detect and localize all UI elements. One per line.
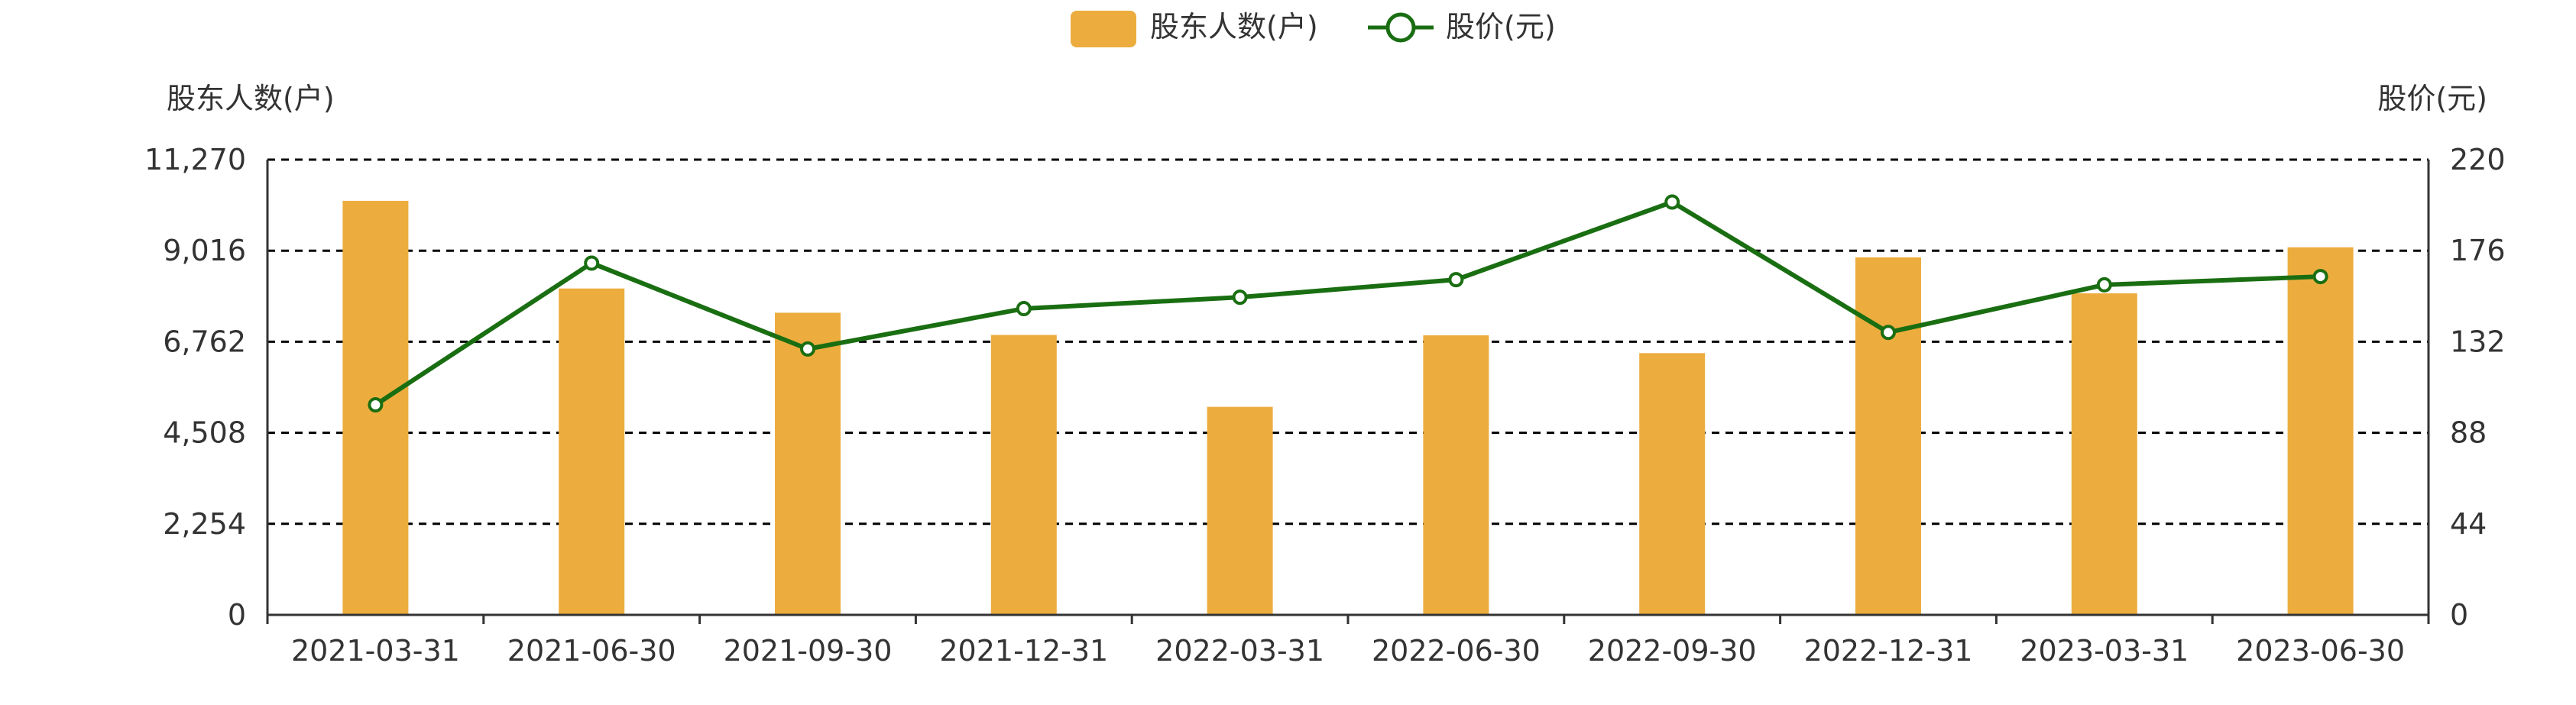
y-right-tick-label: 0 bbox=[2450, 598, 2468, 632]
x-tick-label: 2022-06-30 bbox=[1372, 634, 1541, 668]
legend-bar-swatch bbox=[1071, 11, 1136, 47]
price-point[interactable] bbox=[1664, 194, 1680, 210]
price-point[interactable] bbox=[2096, 277, 2112, 293]
price-point[interactable] bbox=[1448, 272, 1464, 288]
grid-lines bbox=[267, 158, 2429, 526]
y-right-tick-label: 220 bbox=[2450, 143, 2506, 176]
price-line bbox=[374, 199, 2321, 407]
axes bbox=[266, 160, 2430, 624]
y-left-axis-title: 股东人数(户) bbox=[167, 82, 335, 115]
x-tick-label: 2022-03-31 bbox=[1155, 634, 1324, 668]
legend-item-bar[interactable]: 股东人数(户) bbox=[1071, 10, 1318, 47]
y-left-tick-label: 0 bbox=[228, 598, 246, 632]
tick-labels: 0 2,254 4,508 6,762 9,016 11,270 0 44 88 132 176 22… bbox=[144, 143, 2506, 668]
bar[interactable] bbox=[2071, 293, 2137, 615]
x-tick-label: 2021-12-31 bbox=[939, 634, 1108, 668]
price-point[interactable] bbox=[800, 341, 815, 357]
y-left-tick-label: 4,508 bbox=[163, 416, 246, 450]
x-tick-label: 2023-06-30 bbox=[2236, 634, 2405, 668]
x-tick-label: 2021-03-31 bbox=[291, 634, 460, 668]
price-point[interactable] bbox=[2312, 269, 2328, 285]
bar[interactable] bbox=[990, 335, 1057, 615]
x-tick-label: 2023-03-31 bbox=[2020, 634, 2189, 668]
y-right-tick-label: 176 bbox=[2450, 234, 2506, 267]
bar[interactable] bbox=[2287, 247, 2354, 615]
y-left-tick-label: 11,270 bbox=[144, 143, 246, 176]
legend-line-label: 股价(元) bbox=[1446, 10, 1556, 44]
price-point[interactable] bbox=[368, 397, 384, 413]
line-series bbox=[368, 194, 2328, 413]
x-tick-label: 2022-12-31 bbox=[1804, 634, 1973, 668]
y-right-tick-label: 88 bbox=[2450, 416, 2487, 450]
y-right-tick-label: 44 bbox=[2450, 507, 2487, 541]
bar[interactable] bbox=[1423, 335, 1489, 615]
legend: 股东人数(户) 股价(元) bbox=[1071, 10, 1556, 47]
bar-series bbox=[342, 200, 2354, 616]
y-left-tick-label: 6,762 bbox=[163, 325, 246, 358]
bar[interactable] bbox=[1207, 406, 1273, 615]
y-left-tick-label: 2,254 bbox=[163, 507, 246, 541]
price-point[interactable] bbox=[1232, 289, 1248, 306]
price-point[interactable] bbox=[584, 255, 600, 271]
bar[interactable] bbox=[1855, 257, 1921, 615]
y-right-tick-label: 132 bbox=[2450, 325, 2506, 358]
bar[interactable] bbox=[559, 288, 625, 615]
bar[interactable] bbox=[1639, 353, 1706, 615]
x-tick-label: 2021-06-30 bbox=[507, 634, 676, 668]
legend-line-marker bbox=[1385, 12, 1416, 43]
y-left-tick-label: 9,016 bbox=[163, 234, 246, 267]
legend-item-line[interactable]: 股价(元) bbox=[1368, 10, 1556, 44]
x-tick-label: 2022-09-30 bbox=[1588, 634, 1757, 668]
x-tick-label: 2021-09-30 bbox=[724, 634, 893, 668]
y-right-axis-title: 股价(元) bbox=[2377, 82, 2487, 115]
price-point[interactable] bbox=[1881, 325, 1896, 341]
legend-bar-label: 股东人数(户) bbox=[1150, 10, 1318, 44]
bar[interactable] bbox=[775, 312, 841, 615]
price-point[interactable] bbox=[1016, 301, 1032, 317]
